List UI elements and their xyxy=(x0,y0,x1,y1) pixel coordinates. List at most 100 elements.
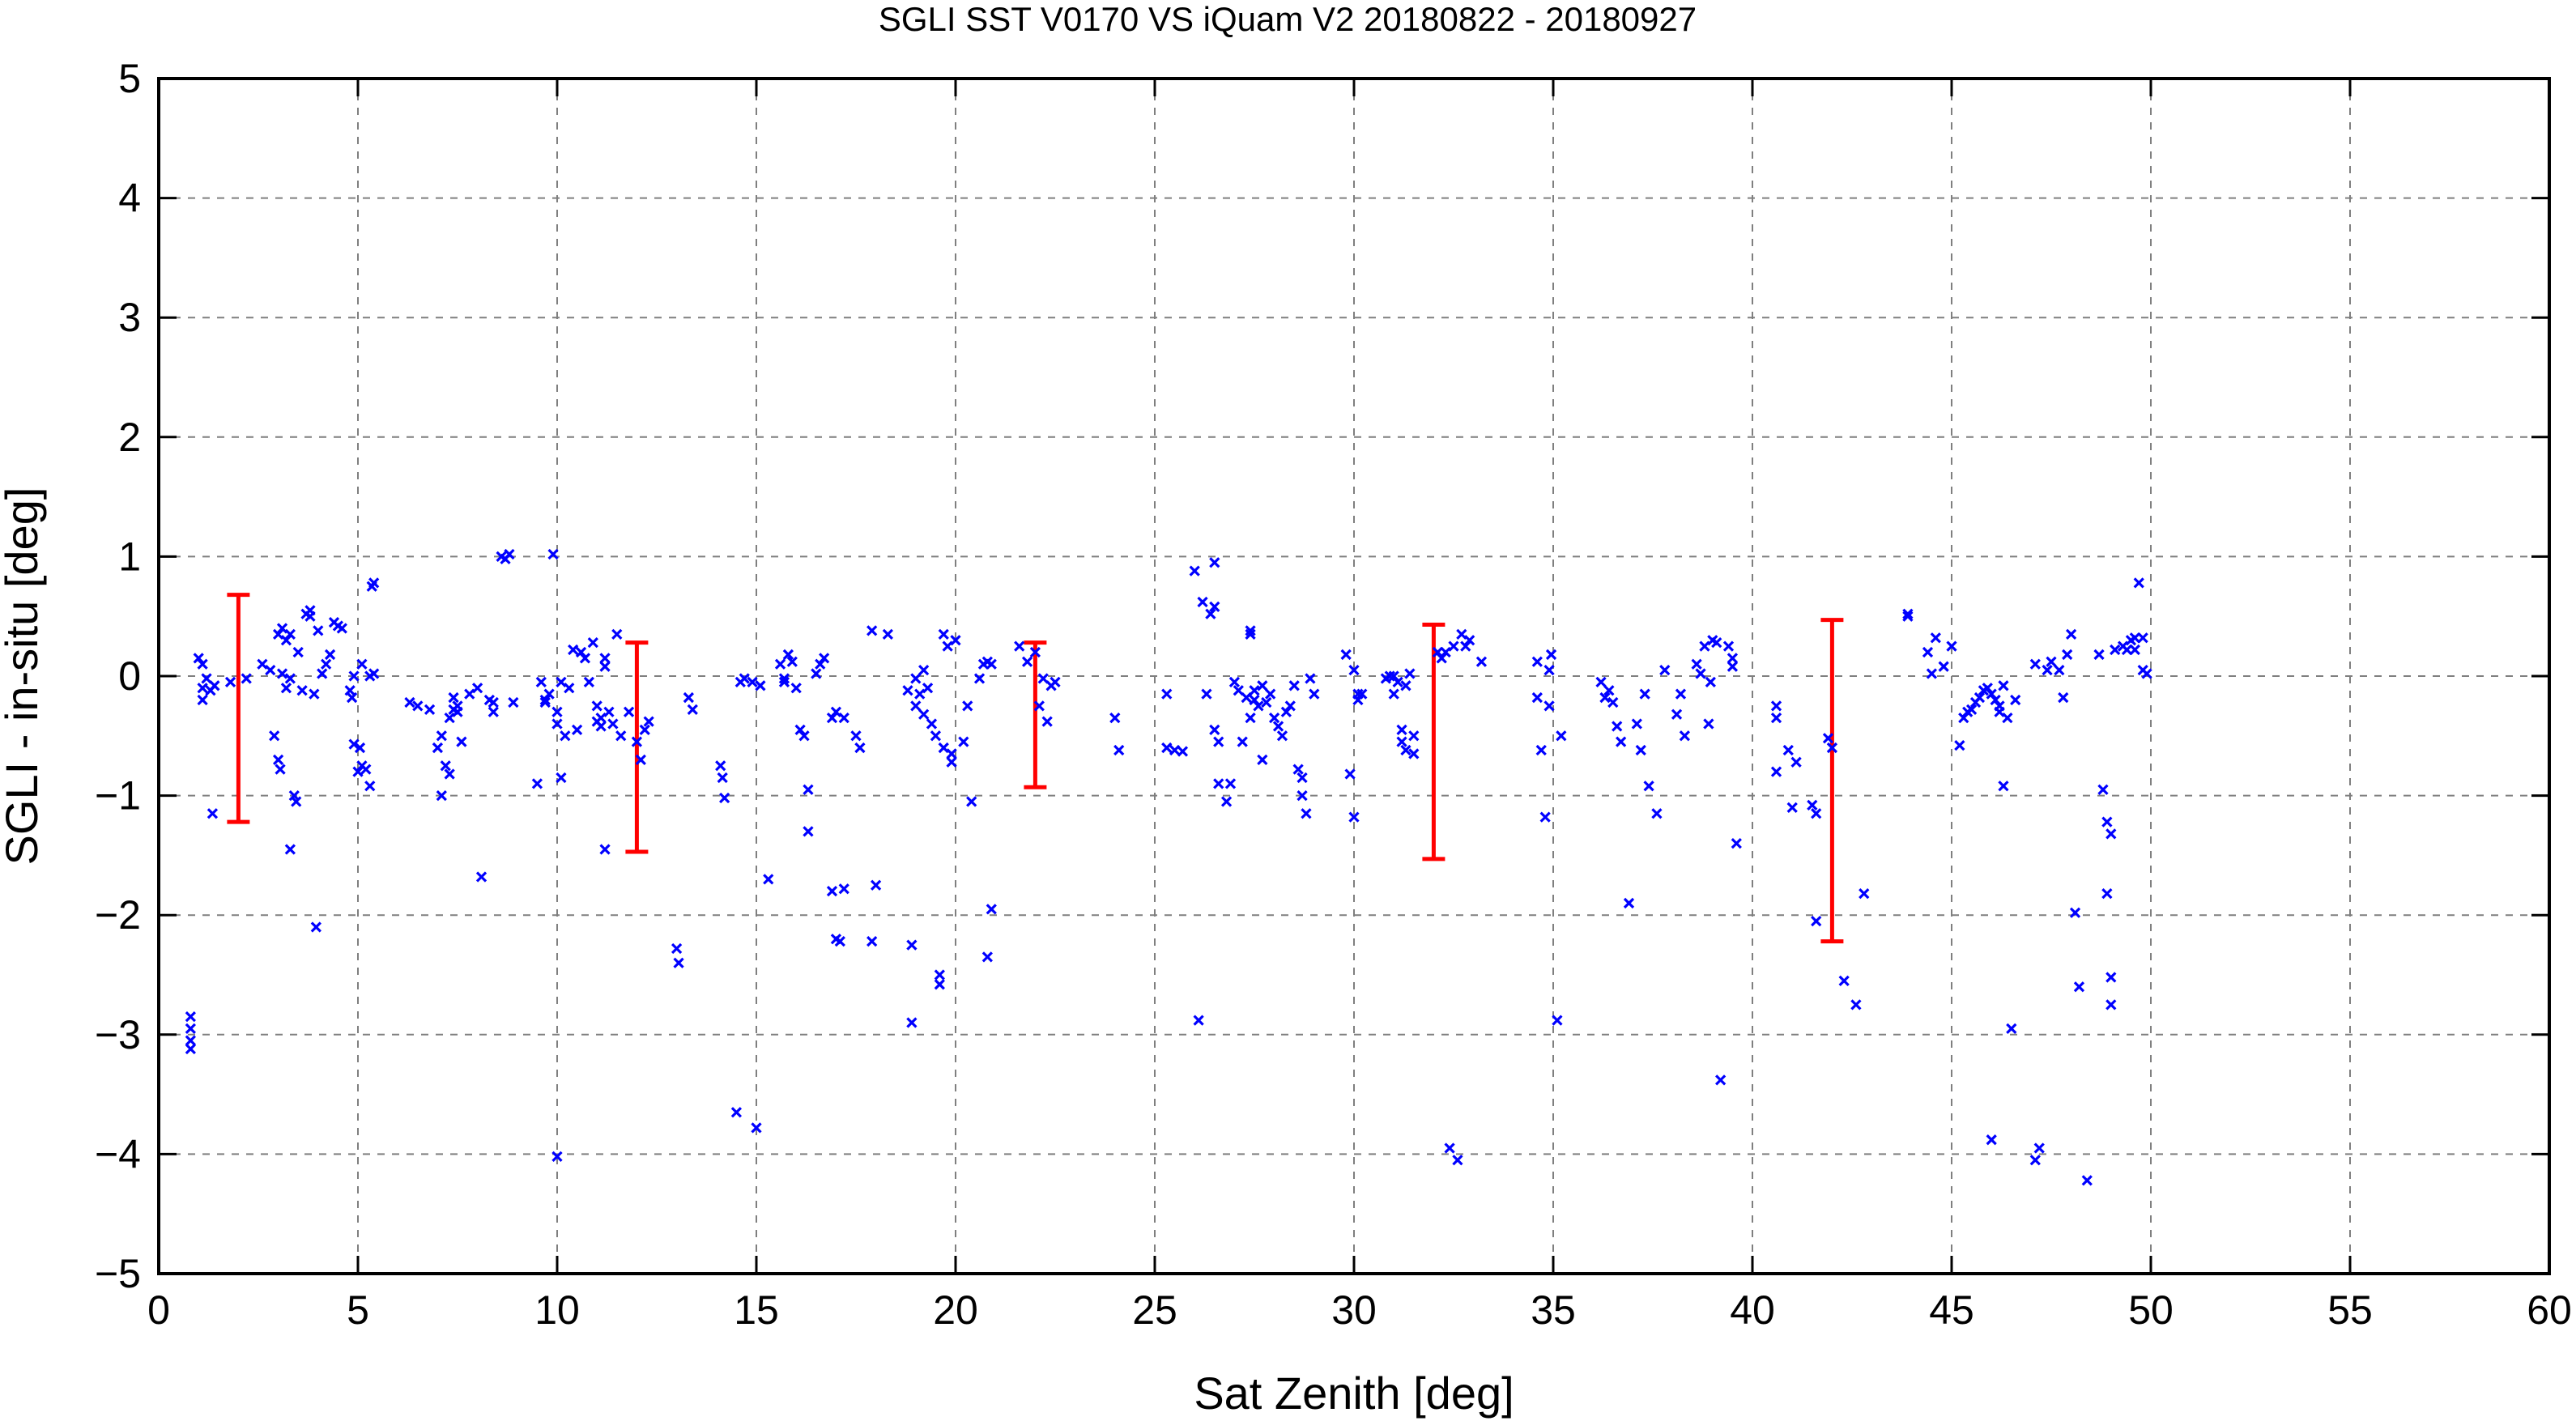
data-point xyxy=(1998,781,2009,792)
data-point xyxy=(193,653,204,664)
data-point xyxy=(981,951,993,963)
axis-ticks xyxy=(157,77,2551,1275)
y-tick-label: −4 xyxy=(95,1131,141,1176)
data-point xyxy=(556,772,567,784)
data-points xyxy=(185,548,2152,1186)
data-point xyxy=(1209,601,1220,613)
data-point xyxy=(1639,688,1650,700)
data-point xyxy=(1113,744,1125,756)
error-bar xyxy=(1422,623,1446,862)
data-point xyxy=(2046,656,2057,667)
data-point xyxy=(1189,565,1200,576)
data-point xyxy=(687,704,698,715)
data-point xyxy=(830,706,842,717)
data-point xyxy=(2058,691,2069,704)
data-point xyxy=(1643,781,1654,792)
data-point xyxy=(2101,816,2113,827)
data-point xyxy=(755,680,766,691)
data-point xyxy=(1954,739,1965,751)
data-point xyxy=(942,640,953,652)
data-point xyxy=(1535,744,1547,756)
data-point xyxy=(1448,640,1459,652)
data-point xyxy=(794,724,806,736)
data-point xyxy=(1464,635,1475,646)
data-point xyxy=(1297,772,1308,784)
data-point xyxy=(838,713,849,724)
data-point xyxy=(639,724,650,736)
data-point xyxy=(412,700,424,712)
data-point xyxy=(2029,1155,2041,1166)
data-point xyxy=(850,730,862,742)
data-point xyxy=(1623,897,1635,909)
data-point xyxy=(1782,744,1794,756)
data-point xyxy=(368,668,380,679)
data-point xyxy=(1261,696,1272,708)
data-point xyxy=(926,718,938,730)
data-point xyxy=(1711,637,1722,649)
data-point xyxy=(304,611,316,622)
data-point xyxy=(284,628,296,640)
data-point xyxy=(257,658,268,670)
data-point xyxy=(1695,668,1706,679)
data-point xyxy=(1050,676,1061,688)
data-point xyxy=(288,789,300,802)
data-point xyxy=(1770,766,1782,777)
data-point xyxy=(763,874,774,885)
data-point xyxy=(1400,744,1411,756)
data-point xyxy=(539,694,551,706)
data-point xyxy=(583,676,594,688)
data-point xyxy=(1722,640,1735,652)
data-point xyxy=(317,668,328,679)
data-point xyxy=(986,904,997,915)
data-point xyxy=(717,772,728,784)
y-tick-label: −2 xyxy=(95,892,141,938)
data-point xyxy=(336,623,347,634)
data-point xyxy=(1249,685,1260,696)
data-point xyxy=(1253,700,1264,712)
data-point xyxy=(1850,999,1862,1010)
data-point xyxy=(1408,730,1420,742)
data-point xyxy=(1531,656,1543,667)
data-point xyxy=(1237,736,1248,747)
data-point xyxy=(1703,718,1714,730)
data-point xyxy=(938,628,949,640)
data-point xyxy=(599,653,611,664)
data-point xyxy=(1715,1074,1727,1086)
y-tick-label: −5 xyxy=(95,1251,141,1296)
data-point xyxy=(456,736,467,747)
data-point xyxy=(310,921,321,933)
data-point xyxy=(1727,653,1739,664)
data-point xyxy=(280,683,292,694)
error-bar xyxy=(625,640,649,854)
data-point xyxy=(815,658,826,670)
data-point xyxy=(284,673,296,684)
data-point xyxy=(902,685,913,696)
data-point xyxy=(1958,713,1969,724)
data-point xyxy=(1731,838,1742,849)
x-tick-label: 30 xyxy=(1331,1287,1377,1333)
data-point xyxy=(185,1023,196,1035)
data-point xyxy=(673,957,684,968)
data-point xyxy=(1965,704,1978,715)
data-point xyxy=(276,668,288,679)
data-point xyxy=(1990,694,2001,706)
data-point xyxy=(1197,596,1208,608)
x-tick-label: 0 xyxy=(147,1287,170,1333)
data-point xyxy=(346,691,358,704)
data-point xyxy=(201,673,212,684)
data-point xyxy=(1699,640,1710,652)
y-tick-label: −3 xyxy=(95,1012,141,1057)
data-point xyxy=(564,683,575,694)
x-tick-label: 50 xyxy=(2128,1287,2174,1333)
data-point xyxy=(1475,656,1488,667)
data-point xyxy=(1241,691,1252,704)
x-tick-label: 35 xyxy=(1531,1287,1576,1333)
data-point xyxy=(778,676,790,688)
data-point xyxy=(1807,799,1818,811)
data-point xyxy=(635,754,646,765)
data-point xyxy=(1033,700,1045,712)
y-tick-label: 3 xyxy=(118,295,141,340)
data-point xyxy=(1938,661,1949,672)
data-point xyxy=(882,628,893,640)
